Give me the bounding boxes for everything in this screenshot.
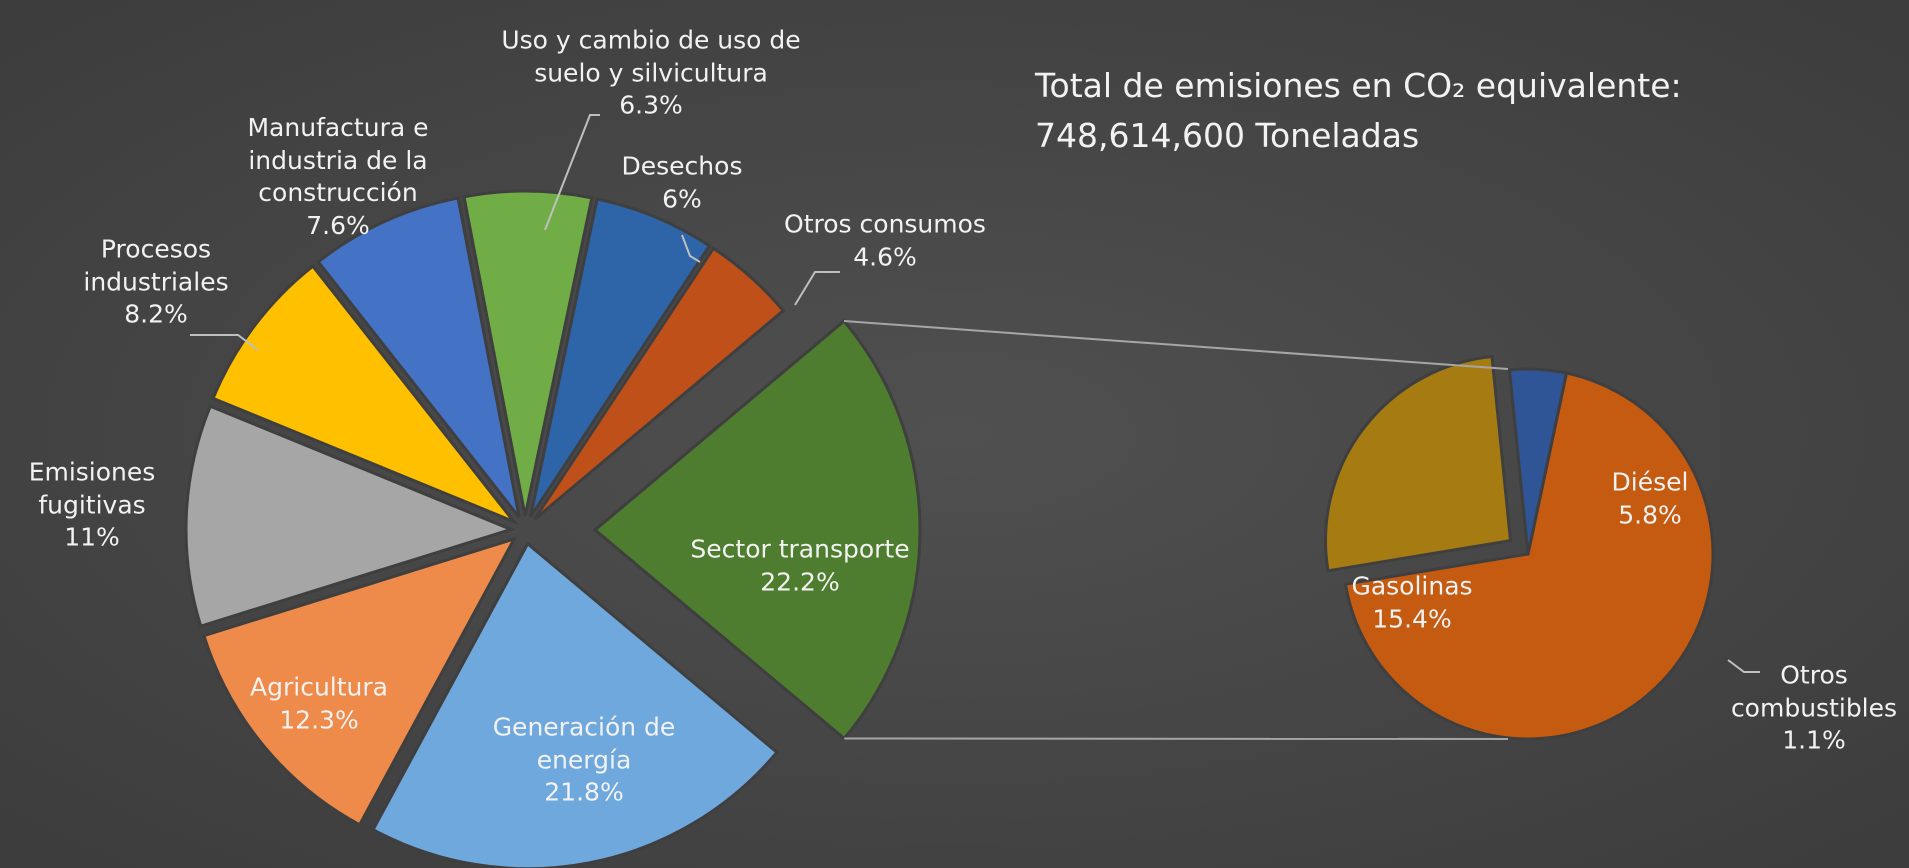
category-label: Manufactura e industria de la construcci… — [247, 113, 429, 207]
leader-line — [1727, 659, 1760, 673]
data-label: Diésel 5.8% — [1580, 467, 1720, 532]
category-label: Desechos — [621, 151, 743, 181]
data-label: Otros combustibles 1.1% — [1724, 659, 1904, 757]
data-label: Otros consumos 4.6% — [735, 209, 1035, 274]
pie-slice — [1507, 367, 1569, 555]
data-label: Manufactura e industria de la construcci… — [218, 112, 458, 242]
category-label: Diésel — [1611, 467, 1689, 497]
category-label: Uso y cambio de uso de suelo y silvicult… — [501, 25, 801, 87]
pie-slice — [1324, 354, 1513, 573]
data-label: Gasolinas 15.4% — [1312, 571, 1512, 636]
value-label: 11% — [64, 522, 120, 552]
leader-line — [681, 234, 701, 263]
value-label: 1.1% — [1782, 725, 1846, 755]
value-label: 4.6% — [853, 242, 917, 271]
category-label: Procesos industriales — [83, 234, 229, 296]
value-label: 21.8% — [544, 777, 624, 807]
connector-line — [843, 320, 1509, 370]
data-label: Generación de energía 21.8% — [469, 711, 699, 809]
pie-slice — [371, 541, 780, 868]
category-label: Generación de energía — [492, 712, 676, 774]
value-label: 5.8% — [1618, 500, 1682, 529]
pie-slice — [184, 404, 516, 629]
value-label: 6% — [662, 184, 702, 213]
pie-slice — [202, 536, 518, 827]
pie-slice — [528, 197, 712, 518]
leader-line — [794, 271, 840, 306]
pie-slice — [533, 246, 786, 521]
pie-slice — [316, 196, 521, 519]
category-label: Otros combustibles — [1730, 660, 1898, 722]
category-label: Agricultura — [250, 672, 388, 702]
value-label: 7.6% — [306, 210, 370, 240]
data-label: Desechos 6% — [602, 151, 762, 216]
leader-line — [544, 114, 600, 231]
data-label: Emisiones fugitivas 11% — [12, 456, 172, 554]
value-label: 22.2% — [760, 567, 840, 596]
chart-title: Total de emisiones en CO₂ equivalente: — [1035, 66, 1682, 105]
data-label: Sector transporte 22.2% — [640, 534, 960, 599]
value-label: 15.4% — [1372, 604, 1452, 633]
value-label: 6.3% — [619, 90, 683, 120]
pie-slice — [211, 264, 519, 526]
value-label: 8.2% — [124, 299, 188, 329]
pie-slice — [462, 189, 594, 517]
data-label: Agricultura 12.3% — [219, 672, 419, 737]
pie-slice — [592, 318, 922, 741]
category-label: Sector transporte — [690, 534, 910, 564]
value-label: 12.3% — [279, 705, 359, 734]
chart-subtitle: 748,614,600 Toneladas — [1035, 116, 1420, 155]
category-label: Otros consumos — [784, 209, 986, 239]
pie-slice — [1343, 371, 1715, 741]
category-label: Gasolinas — [1351, 571, 1473, 601]
leader-line — [190, 334, 259, 351]
category-label: Emisiones fugitivas — [28, 457, 156, 519]
data-label: Procesos industriales 8.2% — [61, 233, 251, 331]
data-label: Uso y cambio de uso de suelo y silvicult… — [481, 24, 821, 122]
